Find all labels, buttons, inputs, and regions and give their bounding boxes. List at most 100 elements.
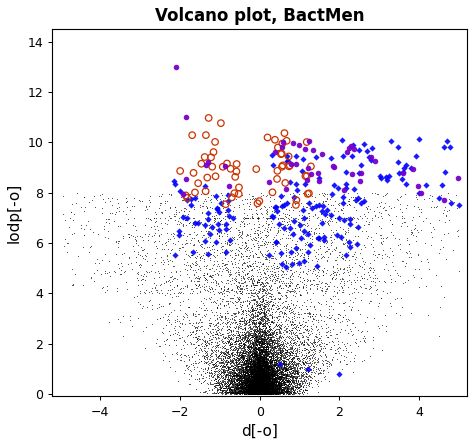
Point: [256, 383, 264, 390]
Point: [246, 347, 253, 355]
Point: [250, 332, 257, 339]
Point: [357, 170, 365, 177]
Point: [256, 357, 264, 364]
Point: [208, 344, 216, 351]
Point: [192, 269, 200, 276]
Point: [265, 334, 273, 341]
Point: [284, 359, 292, 367]
Point: [123, 285, 131, 293]
Point: [226, 386, 234, 393]
Point: [246, 372, 254, 380]
Point: [225, 385, 233, 392]
Point: [249, 378, 257, 385]
Point: [278, 357, 286, 364]
Point: [245, 334, 252, 342]
Point: [257, 389, 264, 396]
Point: [235, 269, 242, 276]
Point: [245, 385, 253, 392]
Point: [273, 355, 281, 363]
Point: [264, 386, 272, 393]
Point: [244, 389, 252, 396]
Point: [247, 390, 255, 397]
Point: [402, 248, 410, 256]
Point: [265, 368, 273, 375]
Point: [228, 373, 236, 380]
Point: [251, 259, 258, 266]
Point: [275, 345, 283, 352]
Point: [287, 296, 294, 303]
Point: [250, 379, 258, 386]
Point: [261, 376, 269, 383]
Point: [234, 372, 242, 379]
Point: [248, 377, 256, 384]
Point: [269, 384, 276, 391]
Point: [197, 318, 204, 326]
Point: [276, 330, 283, 337]
Point: [252, 374, 260, 381]
Point: [258, 360, 265, 368]
Point: [253, 376, 260, 383]
Point: [259, 368, 266, 376]
Point: [229, 215, 237, 222]
Point: [275, 378, 283, 385]
Point: [242, 317, 250, 324]
Point: [264, 386, 272, 393]
Point: [255, 359, 262, 366]
Point: [253, 369, 260, 376]
Point: [263, 355, 271, 363]
Point: [262, 374, 270, 381]
Point: [225, 388, 232, 396]
Point: [265, 341, 273, 348]
Point: [249, 350, 256, 357]
Point: [244, 390, 252, 397]
Point: [272, 379, 280, 386]
Point: [303, 365, 311, 372]
Point: [250, 382, 257, 389]
Point: [264, 374, 272, 381]
Point: [252, 348, 259, 355]
Point: [191, 357, 199, 364]
Point: [199, 388, 207, 396]
Point: [257, 341, 265, 348]
Point: [224, 299, 232, 306]
Point: [246, 339, 254, 347]
Point: [253, 327, 260, 334]
Point: [256, 378, 264, 385]
Point: [288, 360, 296, 367]
Point: [302, 191, 310, 198]
Point: [240, 388, 248, 395]
Point: [299, 379, 306, 386]
Point: [237, 363, 245, 371]
Point: [292, 329, 299, 336]
Point: [305, 363, 313, 370]
Point: [258, 382, 265, 389]
Point: [216, 314, 223, 321]
Point: [145, 232, 152, 239]
Point: [271, 340, 279, 347]
Point: [281, 380, 289, 388]
Point: [264, 316, 272, 323]
Point: [352, 336, 360, 343]
Point: [283, 389, 291, 396]
Point: [255, 363, 263, 370]
Point: [134, 269, 141, 276]
Point: [260, 386, 267, 393]
Point: [342, 236, 350, 243]
Point: [238, 372, 246, 379]
Point: [274, 385, 282, 392]
Point: [261, 371, 268, 378]
Point: [262, 372, 269, 380]
Point: [233, 380, 240, 387]
Point: [243, 381, 251, 388]
Point: [130, 215, 138, 222]
Point: [226, 390, 234, 397]
Point: [236, 373, 244, 380]
Point: [242, 385, 249, 392]
Point: [250, 390, 257, 397]
Point: [251, 340, 258, 347]
Point: [327, 250, 334, 257]
Point: [261, 382, 269, 389]
Point: [250, 334, 257, 342]
Point: [250, 365, 257, 372]
Point: [266, 389, 273, 396]
